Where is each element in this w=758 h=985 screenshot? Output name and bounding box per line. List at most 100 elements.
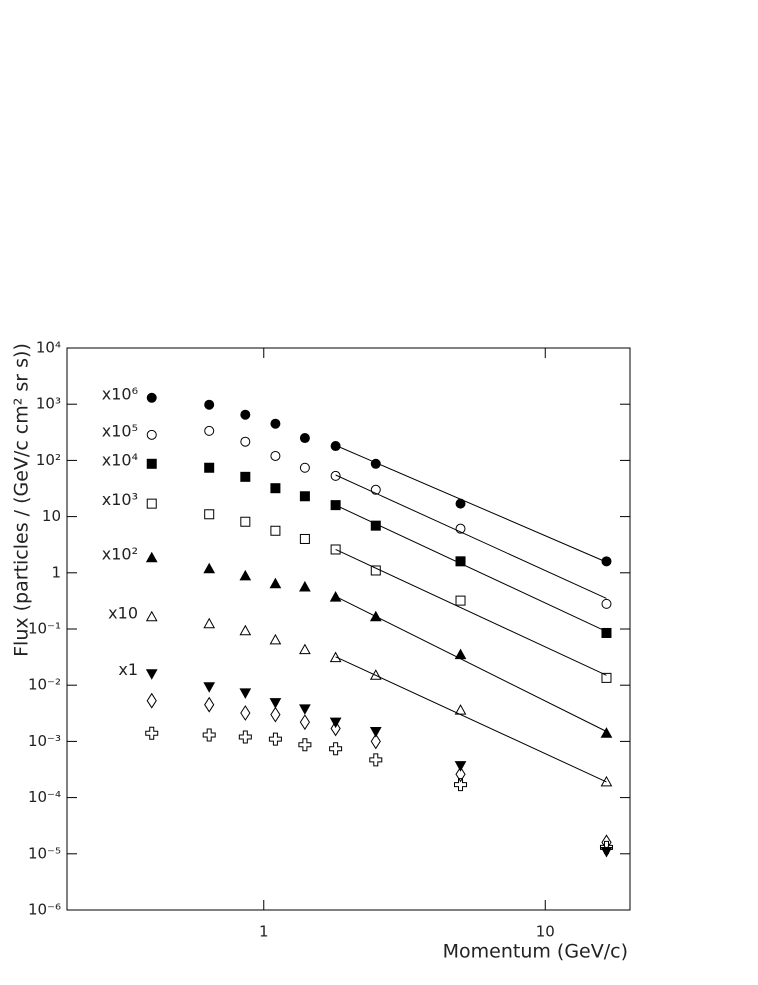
x-axis-label: Momentum (GeV/c) [443,941,628,963]
data-point [202,728,216,742]
data-point [329,591,342,602]
data-point [601,627,612,638]
data-point [601,834,612,851]
data-point [329,742,343,756]
data-point [299,433,310,444]
data-point [370,733,381,750]
data-point [330,470,341,481]
data-point [145,669,158,680]
data-point [240,471,251,482]
series-label: x10⁶ [102,384,138,403]
data-point [145,726,159,740]
data-point [146,692,157,709]
data-point [370,565,381,576]
data-point [330,720,341,737]
data-point [240,516,251,527]
data-point [270,525,281,536]
data-point [601,672,612,683]
series-label: x1 [118,660,138,679]
data-point [601,598,612,609]
data-point [299,533,310,544]
data-point [240,705,251,721]
data-point [600,775,613,787]
data-point [455,556,466,567]
y-axis-label: Flux (particles / (GeV/c cm² sr s)) [11,343,33,657]
data-point [330,441,341,452]
data-point [146,429,157,440]
y-tick-label: 10⁻² [28,676,61,694]
data-point [239,569,252,581]
plot-frame [66,347,631,911]
data-point [269,633,282,645]
data-point [270,706,281,723]
data-point [454,648,467,660]
data-point [299,704,311,715]
series-label: x10² [102,544,138,563]
data-point [299,643,311,655]
data-point [270,483,281,494]
data-point [239,624,252,636]
data-point [203,562,216,574]
data-point [145,551,158,563]
data-point [599,840,613,854]
x-tick-label: 10 [536,923,555,941]
y-tick-label: 10⁻⁶ [28,901,61,919]
data-point [370,520,381,531]
data-point [369,753,383,767]
data-point [146,458,157,469]
series-label: x10⁵ [102,421,138,440]
data-point [454,761,467,772]
data-point [204,509,215,520]
data-point [203,617,216,629]
data-point [298,738,312,752]
data-point [204,462,215,473]
data-point [369,727,382,738]
data-point [455,498,466,509]
data-point [370,458,381,469]
data-point [146,498,157,509]
data-point [145,610,158,622]
data-point [369,610,382,622]
data-point [601,556,612,567]
data-point [299,580,311,592]
data-point [269,698,282,709]
fit-line [335,474,607,599]
data-point [270,450,281,461]
series-label: x10⁴ [102,450,138,469]
data-point [204,425,215,436]
data-point [299,714,310,731]
data-point [268,732,282,746]
fit-line [335,444,607,563]
y-tick-label: 10⁻⁴ [28,788,61,806]
data-point [239,688,252,699]
data-point [455,595,466,606]
data-point [204,696,215,713]
fit-line [335,595,607,732]
y-tick-label: 10⁻⁵ [28,844,61,862]
data-point [330,500,341,511]
data-point [146,392,157,403]
data-point [269,577,282,589]
data-point [454,704,467,715]
data-point [329,717,342,729]
data-point [369,669,382,680]
data-point [330,544,341,555]
data-point [238,730,252,744]
series-label: x10³ [102,490,138,509]
data-point [240,409,251,420]
y-tick-label: 10⁴ [36,339,61,357]
data-point [203,682,216,693]
y-tick-label: 10² [36,451,61,469]
data-point [455,766,466,783]
data-point [455,523,466,534]
data-point [329,651,342,663]
data-point [299,491,310,502]
fit-line [335,656,607,783]
y-tick-label: 10⁻³ [28,732,61,750]
data-point [270,418,281,429]
y-tick-label: 10⁻¹ [28,620,61,638]
data-point [600,727,613,738]
y-tick-label: 1 [51,563,61,581]
